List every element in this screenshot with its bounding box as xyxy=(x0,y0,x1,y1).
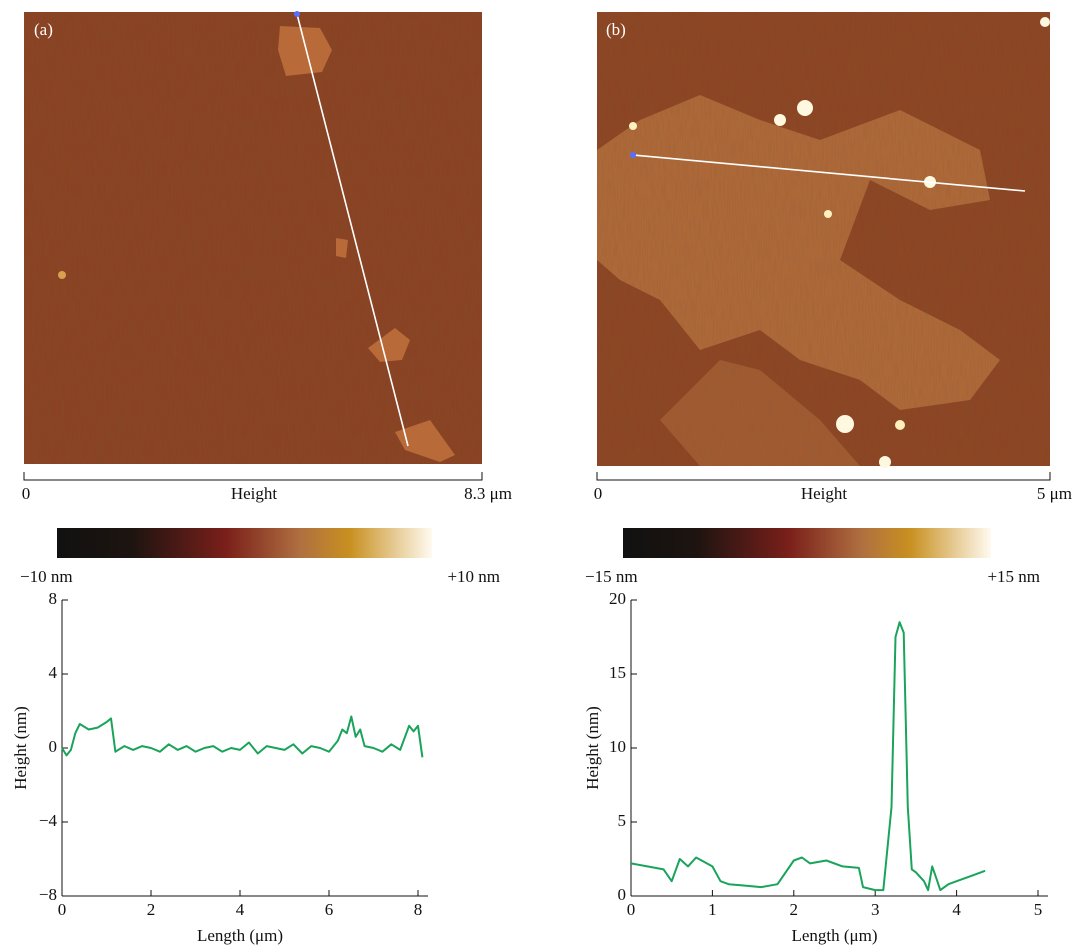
scale-bar-b: 0 Height 5 μm xyxy=(594,472,1072,503)
colorbar-max: +15 nm xyxy=(987,567,1040,586)
y-tick-label: 0 xyxy=(49,737,58,756)
scale-start: 0 xyxy=(22,484,31,503)
y-tick-label: 5 xyxy=(618,811,627,830)
colorbar xyxy=(623,528,991,558)
x-tick-label: 0 xyxy=(58,900,67,919)
profile-line xyxy=(62,717,422,758)
x-tick-label: 0 xyxy=(627,900,636,919)
x-tick-label: 8 xyxy=(414,900,423,919)
y-tick-label: 4 xyxy=(49,663,58,682)
x-axis-label: Length (μm) xyxy=(791,926,877,945)
y-tick-label: 8 xyxy=(49,589,58,608)
scale-name: Height xyxy=(231,484,278,503)
x-tick-label: 2 xyxy=(790,900,799,919)
scale-bar-a: 0 Height 8.3 μm xyxy=(22,472,512,503)
scale-end: 5 μm xyxy=(1037,484,1072,503)
x-tick-label: 3 xyxy=(871,900,880,919)
scale-start: 0 xyxy=(594,484,603,503)
afm-image-a: (a) xyxy=(24,11,482,464)
x-axis-label: Length (μm) xyxy=(197,926,283,945)
figure: (a) (b) 0 Height 8.3 μm 0 Height 5 μm −1… xyxy=(0,0,1072,947)
profile-line xyxy=(631,622,985,890)
panel-label: (a) xyxy=(34,20,53,39)
colorbar-min: −15 nm xyxy=(585,567,638,586)
y-tick-label: 15 xyxy=(609,663,626,682)
x-tick-label: 2 xyxy=(147,900,156,919)
colorbar-max: +10 nm xyxy=(447,567,500,586)
scale-end: 8.3 μm xyxy=(464,484,512,503)
x-tick-label: 6 xyxy=(325,900,334,919)
y-tick-label: 10 xyxy=(609,737,626,756)
y-tick-label: 20 xyxy=(609,589,626,608)
scale-name: Height xyxy=(801,484,848,503)
y-tick-label: 0 xyxy=(618,885,627,904)
y-axis-label: Height (nm) xyxy=(11,706,30,790)
colorbar xyxy=(57,528,432,558)
afm-image-b: (b) xyxy=(597,12,1050,468)
y-tick-label: −8 xyxy=(39,885,57,904)
x-tick-label: 4 xyxy=(236,900,245,919)
colorbar-min: −10 nm xyxy=(20,567,73,586)
y-axis-label: Height (nm) xyxy=(583,706,602,790)
panel-label: (b) xyxy=(606,20,626,39)
x-tick-label: 4 xyxy=(952,900,961,919)
y-tick-label: −4 xyxy=(39,811,58,830)
x-tick-label: 1 xyxy=(708,900,717,919)
x-tick-label: 5 xyxy=(1034,900,1043,919)
